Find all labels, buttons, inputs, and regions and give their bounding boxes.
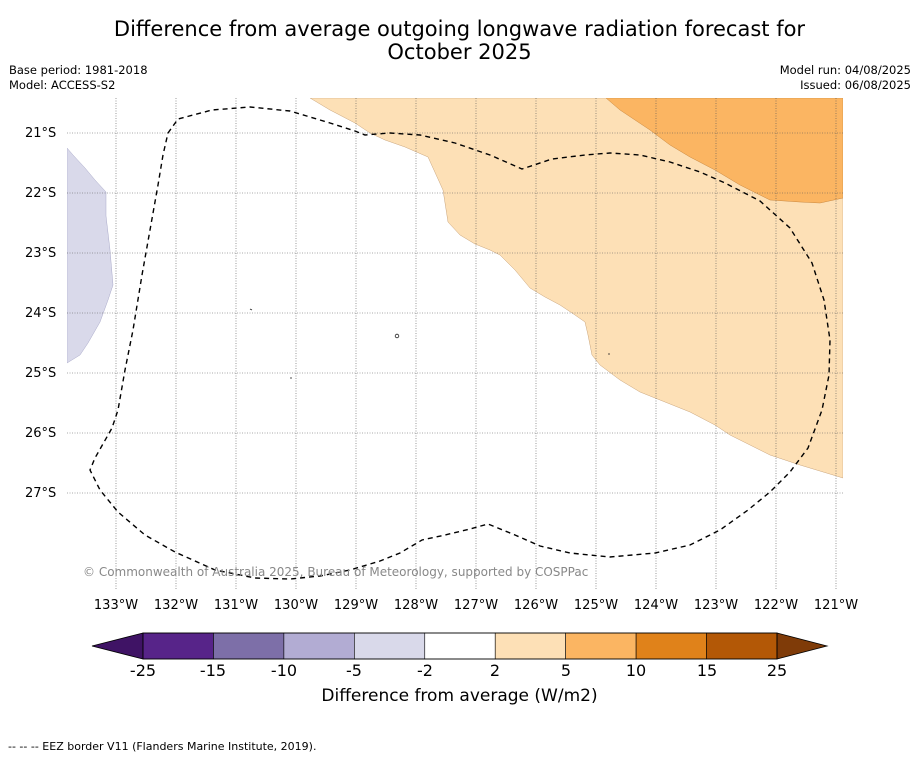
anomaly-region-minus5-to-minus2 — [67, 147, 114, 364]
colorbar-label: Difference from average (W/m2) — [321, 686, 598, 706]
colorbar-segment — [565, 632, 637, 660]
lon-label: 128°W — [393, 598, 439, 613]
issued-date: Issued: 06/08/2025 — [800, 78, 911, 92]
colorbar-tick: -25 — [129, 661, 157, 680]
lat-label: 24°S — [25, 306, 57, 321]
lat-label: 25°S — [25, 366, 57, 381]
lon-label: 126°W — [513, 598, 559, 613]
meta-left: Base period: 1981-2018 Model: ACCESS-S2 — [9, 63, 148, 93]
colorbar — [91, 632, 829, 660]
colorbar-tick: -2 — [417, 661, 433, 680]
title-line-2: October 2025 — [387, 40, 532, 64]
anomaly-region-5-to-10 — [605, 98, 843, 204]
copyright-notice: © Commonwealth of Australia 2025, Bureau… — [83, 565, 589, 579]
lon-label: 131°W — [213, 598, 259, 613]
eez-border — [89, 106, 831, 580]
colorbar-tick: 15 — [696, 661, 718, 680]
lat-label: 21°S — [25, 126, 57, 141]
lat-label: 26°S — [25, 426, 57, 441]
eez-legend-footnote: -- -- -- EEZ border V11 (Flanders Marine… — [8, 740, 317, 753]
lon-label: 121°W — [813, 598, 859, 613]
colorbar-segment — [213, 632, 285, 660]
colorbar-max-extend — [776, 632, 829, 660]
gridlines — [67, 98, 843, 590]
colorbar-segment — [283, 632, 355, 660]
base-period: Base period: 1981-2018 — [9, 63, 148, 77]
colorbar-segment — [635, 632, 707, 660]
lon-label: 132°W — [153, 598, 199, 613]
colorbar-segment — [424, 632, 496, 660]
lon-label: 122°W — [753, 598, 799, 613]
model-name: Model: ACCESS-S2 — [9, 78, 116, 92]
colorbar-tick: 5 — [560, 661, 572, 680]
colorbar-segment — [494, 632, 566, 660]
island-markers — [249, 308, 610, 379]
colorbar-tick: 10 — [625, 661, 647, 680]
lon-label: 129°W — [333, 598, 379, 613]
meta-right: Model run: 04/08/2025 Issued: 06/08/2025 — [780, 63, 911, 93]
lon-label: 133°W — [93, 598, 139, 613]
model-run: Model run: 04/08/2025 — [779, 63, 911, 77]
colorbar-tick: 2 — [489, 661, 501, 680]
lon-label: 124°W — [633, 598, 679, 613]
lat-label: 22°S — [25, 186, 57, 201]
colorbar-segment — [142, 632, 214, 660]
colorbar-segment — [706, 632, 778, 660]
lon-label: 127°W — [453, 598, 499, 613]
lon-label: 123°W — [693, 598, 739, 613]
colorbar-tick: 25 — [766, 661, 788, 680]
lat-label: 23°S — [25, 246, 57, 261]
colorbar-tick: -15 — [199, 661, 227, 680]
lat-label: 27°S — [25, 486, 57, 501]
lon-label: 125°W — [573, 598, 619, 613]
title-line-1: Difference from average outgoing longwav… — [113, 17, 806, 41]
colorbar-tick: -5 — [346, 661, 362, 680]
lon-label: 130°W — [273, 598, 319, 613]
map-title: Difference from average outgoing longwav… — [0, 18, 919, 64]
colorbar-segment — [354, 632, 426, 660]
colorbar-tick: -10 — [270, 661, 298, 680]
colorbar-min-extend — [91, 632, 144, 660]
